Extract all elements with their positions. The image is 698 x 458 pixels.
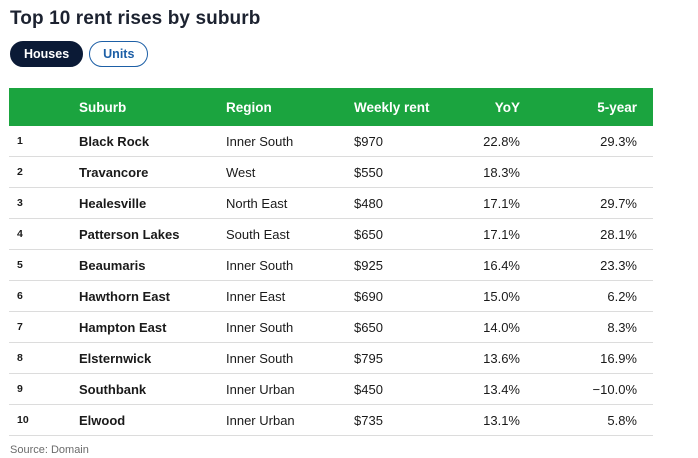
cell-suburb: Healesville <box>79 195 147 211</box>
cell-yoy: 13.1% <box>483 412 520 428</box>
cell-five-year: 6.2% <box>607 288 637 304</box>
cell-five-year: 29.7% <box>600 195 637 211</box>
cell-region: West <box>226 164 256 180</box>
source-note: Source: Domain <box>10 444 89 456</box>
cell-rank: 8 <box>17 352 23 364</box>
cell-rank: 4 <box>17 228 23 240</box>
cell-suburb: Beaumaris <box>79 257 146 273</box>
tab-houses[interactable]: Houses <box>10 41 84 67</box>
cell-weekly-rent: $550 <box>354 164 383 180</box>
cell-five-year: −10.0% <box>592 381 637 397</box>
header-weekly-rent[interactable]: Weekly rent <box>354 99 430 115</box>
cell-weekly-rent: $735 <box>354 412 383 428</box>
cell-rank: 1 <box>17 135 23 147</box>
table-row: 6 Hawthorn East Inner East $690 15.0% 6.2% <box>9 281 653 312</box>
cell-region: Inner Urban <box>226 412 295 428</box>
cell-weekly-rent: $450 <box>354 381 383 397</box>
cell-region: Inner Urban <box>226 381 295 397</box>
cell-suburb: Elsternwick <box>79 350 152 366</box>
cell-region: Inner South <box>226 350 294 366</box>
table-row: 5 Beaumaris Inner South $925 16.4% 23.3% <box>9 250 653 281</box>
cell-five-year: 8.3% <box>607 319 637 335</box>
cell-five-year: 29.3% <box>600 133 637 149</box>
cell-rank: 9 <box>17 383 23 395</box>
cell-yoy: 18.3% <box>483 164 520 180</box>
cell-region: Inner South <box>226 257 294 273</box>
table-row: 2 Travancore West $550 18.3% <box>9 157 653 188</box>
cell-yoy: 13.6% <box>483 350 520 366</box>
cell-suburb: Elwood <box>79 412 126 428</box>
cell-weekly-rent: $925 <box>354 257 383 273</box>
header-five-year[interactable]: 5-year <box>597 99 637 115</box>
cell-region: Inner South <box>226 319 294 335</box>
table-row: 9 Southbank Inner Urban $450 13.4% −10.0% <box>9 374 653 405</box>
cell-region: North East <box>226 195 288 211</box>
cell-yoy: 16.4% <box>483 257 520 273</box>
property-type-tabs: Houses Units <box>10 41 149 67</box>
cell-weekly-rent: $650 <box>354 319 383 335</box>
header-yoy[interactable]: YoY <box>494 99 520 115</box>
cell-rank: 7 <box>17 321 23 333</box>
cell-weekly-rent: $690 <box>354 288 383 304</box>
cell-yoy: 14.0% <box>483 319 520 335</box>
cell-rank: 6 <box>17 290 23 302</box>
cell-five-year: 5.8% <box>607 412 637 428</box>
rent-rises-table: Suburb Region Weekly rent YoY 5-year 1 Bl… <box>9 88 653 436</box>
cell-suburb: Hawthorn East <box>79 288 171 304</box>
cell-region: Inner East <box>226 288 286 304</box>
table-body: 1 Black Rock Inner South $970 22.8% 29.3% 2 Tra… <box>9 126 653 436</box>
cell-yoy: 22.8% <box>483 133 520 149</box>
table-row: 7 Hampton East Inner South $650 14.0% 8.3% <box>9 312 653 343</box>
cell-rank: 10 <box>17 414 29 426</box>
tab-units[interactable]: Units <box>89 41 149 67</box>
table-row: 8 Elsternwick Inner South $795 13.6% 16.9% <box>9 343 653 374</box>
table-row: 1 Black Rock Inner South $970 22.8% 29.3% <box>9 126 653 157</box>
cell-yoy: 17.1% <box>483 195 520 211</box>
cell-weekly-rent: $650 <box>354 226 383 242</box>
cell-weekly-rent: $795 <box>354 350 383 366</box>
cell-five-year: 16.9% <box>600 350 637 366</box>
header-region[interactable]: Region <box>226 99 272 115</box>
cell-rank: 2 <box>17 166 23 178</box>
cell-suburb: Hampton East <box>79 319 167 335</box>
table-row: 3 Healesville North East $480 17.1% 29.7% <box>9 188 653 219</box>
header-suburb[interactable]: Suburb <box>79 99 127 115</box>
cell-region: Inner South <box>226 133 294 149</box>
cell-rank: 5 <box>17 259 23 271</box>
cell-five-year: 23.3% <box>600 257 637 273</box>
cell-yoy: 15.0% <box>483 288 520 304</box>
table-row: 10 Elwood Inner Urban $735 13.1% 5.8% <box>9 405 653 436</box>
cell-suburb: Black Rock <box>79 133 150 149</box>
page-title: Top 10 rent rises by suburb <box>10 8 261 29</box>
cell-rank: 3 <box>17 197 23 209</box>
cell-yoy: 13.4% <box>483 381 520 397</box>
table-row: 4 Patterson Lakes South East $650 17.1% 28.1% <box>9 219 653 250</box>
cell-region: South East <box>226 226 290 242</box>
cell-five-year: 28.1% <box>600 226 637 242</box>
cell-suburb: Southbank <box>79 381 147 397</box>
table-header-row: Suburb Region Weekly rent YoY 5-year <box>9 88 653 126</box>
cell-weekly-rent: $970 <box>354 133 383 149</box>
cell-weekly-rent: $480 <box>354 195 383 211</box>
cell-suburb: Travancore <box>79 164 149 180</box>
cell-yoy: 17.1% <box>483 226 520 242</box>
cell-suburb: Patterson Lakes <box>79 226 180 242</box>
